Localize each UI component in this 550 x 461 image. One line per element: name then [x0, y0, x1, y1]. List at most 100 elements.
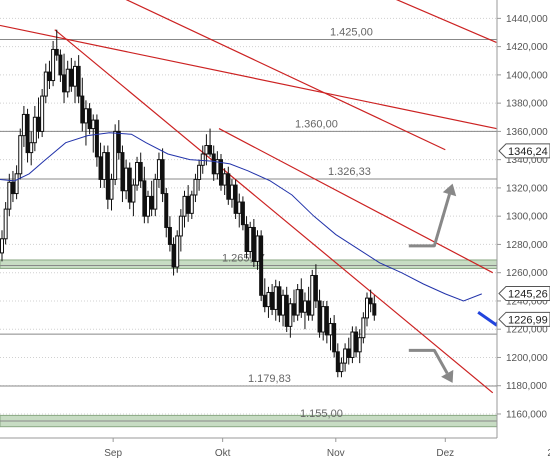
- candle-body: [69, 68, 74, 87]
- candle-body: [127, 167, 132, 203]
- candle-body: [167, 226, 172, 245]
- candle-body: [76, 65, 81, 97]
- y-tick-label: 1200,000: [506, 353, 548, 364]
- candle-body: [131, 184, 136, 203]
- x-tick-label: Sep: [104, 448, 122, 459]
- scenario-arrow-shaft: [408, 348, 449, 375]
- candle-body: [32, 116, 37, 144]
- candle-body: [146, 195, 150, 217]
- trend-line: [218, 128, 494, 274]
- candle-body: [357, 337, 362, 353]
- level-label: 1.326,33: [328, 166, 371, 178]
- candle-body: [200, 153, 205, 166]
- candle-body: [54, 48, 59, 56]
- candle-body: [251, 226, 256, 262]
- candle-body: [113, 130, 118, 180]
- candle-body: [266, 291, 271, 308]
- level-label: 1.360,00: [295, 118, 338, 130]
- candle-body: [332, 323, 337, 353]
- candle-body: [193, 178, 198, 196]
- y-tick-label: 1160,000: [506, 409, 547, 420]
- candle-body: [102, 152, 107, 180]
- trend-line: [395, 0, 497, 43]
- candle-body: [142, 180, 147, 217]
- candle-body: [233, 184, 238, 214]
- candle-body: [248, 226, 253, 252]
- y-axis-ticks: 1160,000 1180,000 1200,000 1220,000 1240,000…: [497, 14, 548, 420]
- candle-body: [124, 167, 129, 192]
- candle-body: [58, 54, 63, 76]
- candle-body: [215, 159, 220, 175]
- candle-body: [226, 173, 231, 200]
- candle-body: [29, 142, 34, 154]
- trend-line: [0, 24, 497, 130]
- x-tick-label: Dez: [436, 448, 454, 459]
- y-tick-label: 1300,000: [506, 212, 548, 223]
- candle-body: [14, 173, 19, 195]
- scenario-arrow-head: [442, 183, 457, 197]
- candle-body: [80, 95, 85, 124]
- x-tick-label: Nov: [327, 448, 345, 459]
- plot-area: [0, 0, 497, 438]
- candle-body: [208, 145, 213, 155]
- level-lines: 1.425,001.360,001.326,331.265,071.179,83…: [0, 27, 497, 422]
- candle-body: [73, 65, 77, 87]
- candle-body: [324, 306, 329, 336]
- y-tick-label: 1320,000: [506, 183, 548, 194]
- candle-body: [302, 300, 307, 313]
- candle-body: [62, 74, 67, 93]
- moving-average: [0, 132, 482, 302]
- candle-body: [219, 159, 223, 186]
- candle-body: [149, 195, 154, 210]
- y-tick-label: 1360,000: [506, 127, 548, 138]
- candle-body: [153, 178, 158, 210]
- candle-body: [237, 201, 242, 214]
- candle-body: [295, 289, 300, 316]
- candle-body: [372, 303, 377, 316]
- candle-body: [211, 153, 216, 175]
- candle-body: [350, 331, 355, 358]
- candle-body: [186, 195, 191, 214]
- price-tag: [498, 286, 550, 302]
- trend-line: [54, 29, 494, 394]
- candle-body: [204, 145, 209, 155]
- y-tick-label: 1220,000: [506, 325, 548, 336]
- y-tick-label: 1180,000: [506, 381, 547, 392]
- candle-body: [83, 108, 88, 124]
- scenario-arrow-head: [441, 369, 454, 383]
- candle-body: [197, 164, 202, 180]
- candle-body: [244, 224, 249, 252]
- candle-body: [18, 135, 23, 175]
- candle-body: [306, 300, 311, 316]
- candle-body: [321, 306, 326, 333]
- candle-body: [47, 71, 52, 82]
- candle-body: [175, 235, 180, 268]
- candle-body: [328, 323, 333, 336]
- price-tag: [498, 311, 550, 327]
- candle-body: [255, 235, 260, 262]
- candle-body: [94, 119, 99, 158]
- y-axis-panel: [497, 0, 550, 461]
- candle-body: [7, 181, 12, 210]
- x-axis-ticks: Sep Okt Nov Dez 2014: [104, 438, 550, 459]
- candle-body: [87, 108, 92, 130]
- candle-body: [284, 294, 289, 327]
- candle-body: [109, 178, 114, 200]
- candle-body: [346, 348, 351, 358]
- candle-body: [91, 119, 96, 130]
- candle-body: [105, 152, 110, 200]
- y-tick-label: 1380,000: [506, 99, 548, 110]
- candle-body: [339, 362, 344, 373]
- trend-line: [125, 0, 446, 151]
- candle-body: [51, 48, 56, 82]
- candle-body: [182, 195, 187, 217]
- candle-body: [262, 294, 267, 308]
- candle-body: [189, 194, 194, 214]
- candle-body: [343, 348, 348, 364]
- y-tick-label: 1240,000: [506, 296, 548, 307]
- candle-body: [36, 116, 41, 132]
- candle-body: [273, 286, 278, 310]
- candle-body: [116, 130, 121, 154]
- candle-body: [171, 243, 176, 268]
- moving-average-line: [0, 132, 482, 302]
